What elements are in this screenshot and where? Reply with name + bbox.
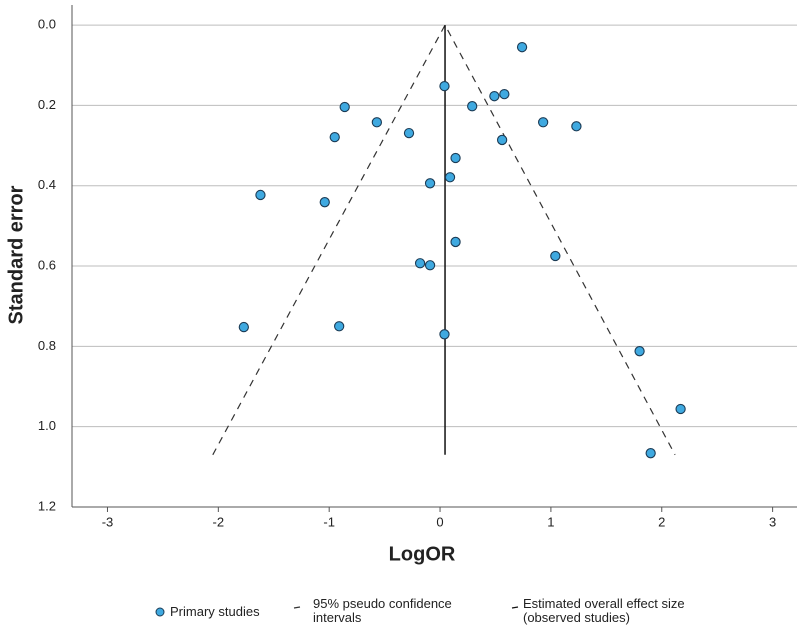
data-point — [238, 321, 249, 333]
data-point — [414, 258, 426, 269]
x-tick-label: 3 — [769, 514, 776, 529]
y-tick-label: 0.6 — [38, 257, 56, 272]
y-tick-label: 0.0 — [38, 17, 56, 32]
x-axis-title: LogOR — [389, 543, 456, 565]
data-point — [424, 260, 436, 271]
data-point — [371, 117, 383, 128]
data-point — [319, 197, 330, 208]
y-tick-label: 1.0 — [38, 418, 56, 433]
data-point — [496, 134, 508, 146]
x-tick-label: -3 — [102, 514, 114, 529]
x-tick-label: -2 — [213, 514, 225, 529]
y-axis-title: Standard error — [5, 185, 27, 324]
data-point — [550, 250, 561, 262]
reference-line — [212, 23, 676, 456]
data-point — [424, 178, 436, 189]
data-point — [537, 117, 549, 128]
data-point — [339, 101, 350, 113]
data-point — [329, 131, 340, 143]
data-point — [450, 236, 461, 248]
data-point — [634, 346, 645, 357]
legend-marker — [155, 607, 165, 617]
data-point — [255, 189, 266, 201]
data-point — [499, 89, 510, 100]
data-point — [439, 329, 450, 340]
y-tick-label: 0.4 — [38, 177, 56, 192]
x-tick-label: 1 — [547, 514, 554, 529]
data-point — [439, 80, 450, 92]
y-tick-label: 1.2 — [38, 498, 56, 513]
data-point — [675, 403, 686, 415]
data-point — [571, 121, 582, 132]
y-tick-label: 0.2 — [38, 97, 56, 112]
data-point — [645, 448, 656, 459]
data-point — [516, 42, 528, 53]
data-point — [334, 321, 345, 332]
legend-label: Estimated overall effect size (observed … — [523, 596, 685, 625]
legend-dash — [293, 606, 301, 609]
y-tick-label: 0.8 — [38, 338, 56, 353]
legend-label: 95% pseudo confidence intervals — [313, 596, 452, 625]
data-point — [467, 101, 478, 112]
data-point — [450, 152, 461, 164]
legend-dash — [511, 606, 519, 609]
data-point — [403, 127, 415, 139]
data-point — [489, 91, 500, 102]
legend-label: Primary studies — [170, 604, 260, 619]
data-point — [444, 172, 456, 183]
x-tick-label: 0 — [436, 514, 443, 529]
x-tick-label: 2 — [658, 514, 665, 529]
x-tick-label: -1 — [323, 514, 335, 529]
